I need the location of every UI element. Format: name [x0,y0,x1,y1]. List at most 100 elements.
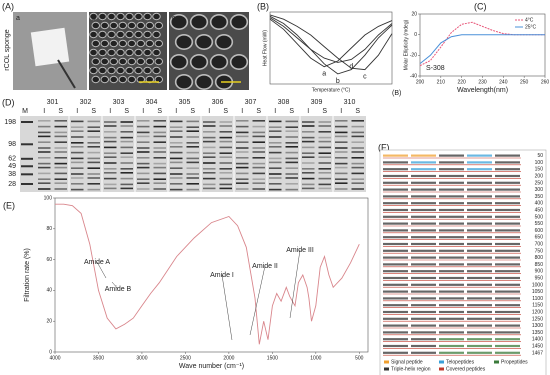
gel-band [318,177,331,180]
gel-band [104,162,117,164]
gel-band [318,131,331,133]
pore [214,34,234,50]
x-tick-label: 3500 [93,355,104,361]
pore [118,21,127,30]
sequence-block [439,338,464,341]
pore [109,75,118,84]
sequence-block [467,297,492,300]
sequence-block [467,161,492,164]
sequence-block [383,229,408,232]
x-tick-label: 220 [457,79,466,85]
pore [194,34,214,50]
gel-band [318,172,331,174]
y-axis-label: Filtration rate (%) [24,248,31,302]
sequence-block [411,222,436,225]
sequence-block [495,317,520,320]
legend-label: Telopeptides [446,359,475,365]
gel-band [137,135,150,138]
sequence-block [495,297,520,300]
sequence-block [439,310,464,314]
gel-band [120,131,133,133]
gel-band [219,152,232,154]
lane-label: I [274,108,276,115]
row-number: 550 [535,221,544,227]
row-number: 100 [535,160,544,166]
gel-band [335,182,348,184]
sequence-block [411,215,436,218]
sponge [30,27,70,67]
x-tick-label: 1000 [310,355,321,361]
sequence-block [411,208,436,212]
gel-band [351,135,364,138]
gel-band [54,141,67,143]
pore [125,66,134,75]
pore [209,14,229,30]
gel-band [269,183,282,185]
gel-band [351,166,364,169]
gel-band [38,125,51,128]
gel-band [219,140,232,143]
pore [169,54,189,70]
gel-band [120,125,133,127]
sequence-block [495,236,520,239]
gel-band [137,141,150,143]
gel-band [318,136,331,139]
sequence-block [383,290,408,293]
gel-band [302,125,315,127]
gel-band [285,188,298,191]
gel-band [54,166,67,169]
gel-band [236,131,249,134]
gel-band [236,188,249,190]
pore [109,39,118,48]
sequence-block [467,270,492,273]
data-line [269,14,393,71]
gel-band [87,126,100,128]
gel-band [71,130,84,132]
pore [89,48,98,57]
gel-band [153,147,166,149]
sequence-block [495,331,520,334]
row-number: 650 [535,235,544,241]
pore [134,30,143,39]
pore [91,39,100,48]
gel-band [236,125,249,128]
lane-label: I [241,108,243,115]
gel-band [302,131,315,133]
gel-band [269,188,282,191]
gel-band [170,157,183,160]
sequence-block [383,242,408,246]
sequence-block [439,351,464,354]
gel-band [120,172,133,174]
gel-band [269,151,282,154]
pore [134,48,143,57]
sequence-block [439,297,464,300]
sequence-block [383,188,408,191]
gel-band [335,178,348,180]
sequence-block [383,202,408,205]
row-number: 1400 [532,337,543,343]
sequence-block [467,263,492,266]
pore [107,48,116,57]
pore [98,48,107,57]
marker-band [21,183,33,185]
gel-band [186,126,199,128]
gel-band [137,147,150,149]
gel-band [153,125,166,128]
gel-band [351,141,364,143]
sequence-block [411,331,436,334]
pore [107,66,116,75]
sequence-block [411,242,436,246]
lane-label: S [355,108,360,115]
y-tick-label: -40 [410,73,417,79]
gel-band [71,126,84,128]
photo [13,12,87,90]
sequence-block [439,317,464,320]
gel-band [318,152,331,154]
lane-label: I [76,108,78,115]
sequence-block [467,222,492,225]
gel-band [104,131,117,133]
gel-band [104,140,117,143]
sequence-block [467,304,492,307]
sequence-block [467,188,492,191]
sequence-block [495,310,520,314]
